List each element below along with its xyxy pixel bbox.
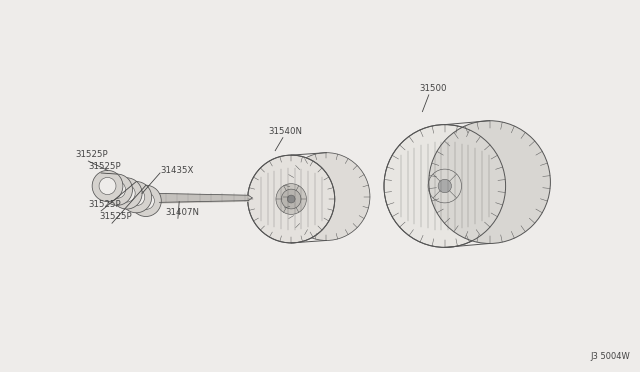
Ellipse shape — [109, 181, 125, 198]
Ellipse shape — [429, 121, 550, 244]
Text: 31500: 31500 — [419, 84, 447, 93]
Ellipse shape — [138, 192, 154, 209]
Ellipse shape — [276, 184, 307, 214]
Text: 31407N: 31407N — [165, 208, 199, 217]
Text: 31525P: 31525P — [76, 150, 108, 159]
Ellipse shape — [128, 189, 145, 206]
Ellipse shape — [282, 189, 301, 209]
Text: J3 5004W: J3 5004W — [591, 352, 630, 361]
Ellipse shape — [92, 170, 123, 202]
Ellipse shape — [384, 125, 506, 247]
Ellipse shape — [131, 185, 161, 217]
Ellipse shape — [248, 155, 335, 243]
Text: 31435X: 31435X — [160, 166, 193, 175]
Ellipse shape — [121, 182, 152, 213]
Ellipse shape — [283, 153, 370, 240]
Text: 31525P: 31525P — [99, 212, 132, 221]
Ellipse shape — [99, 177, 116, 195]
Ellipse shape — [118, 185, 135, 202]
Text: 31525P: 31525P — [88, 200, 121, 209]
Ellipse shape — [111, 178, 142, 209]
Text: 31525P: 31525P — [88, 162, 121, 171]
Ellipse shape — [102, 174, 132, 205]
Text: 31540N: 31540N — [269, 127, 303, 136]
Ellipse shape — [287, 195, 295, 203]
Ellipse shape — [438, 179, 451, 193]
